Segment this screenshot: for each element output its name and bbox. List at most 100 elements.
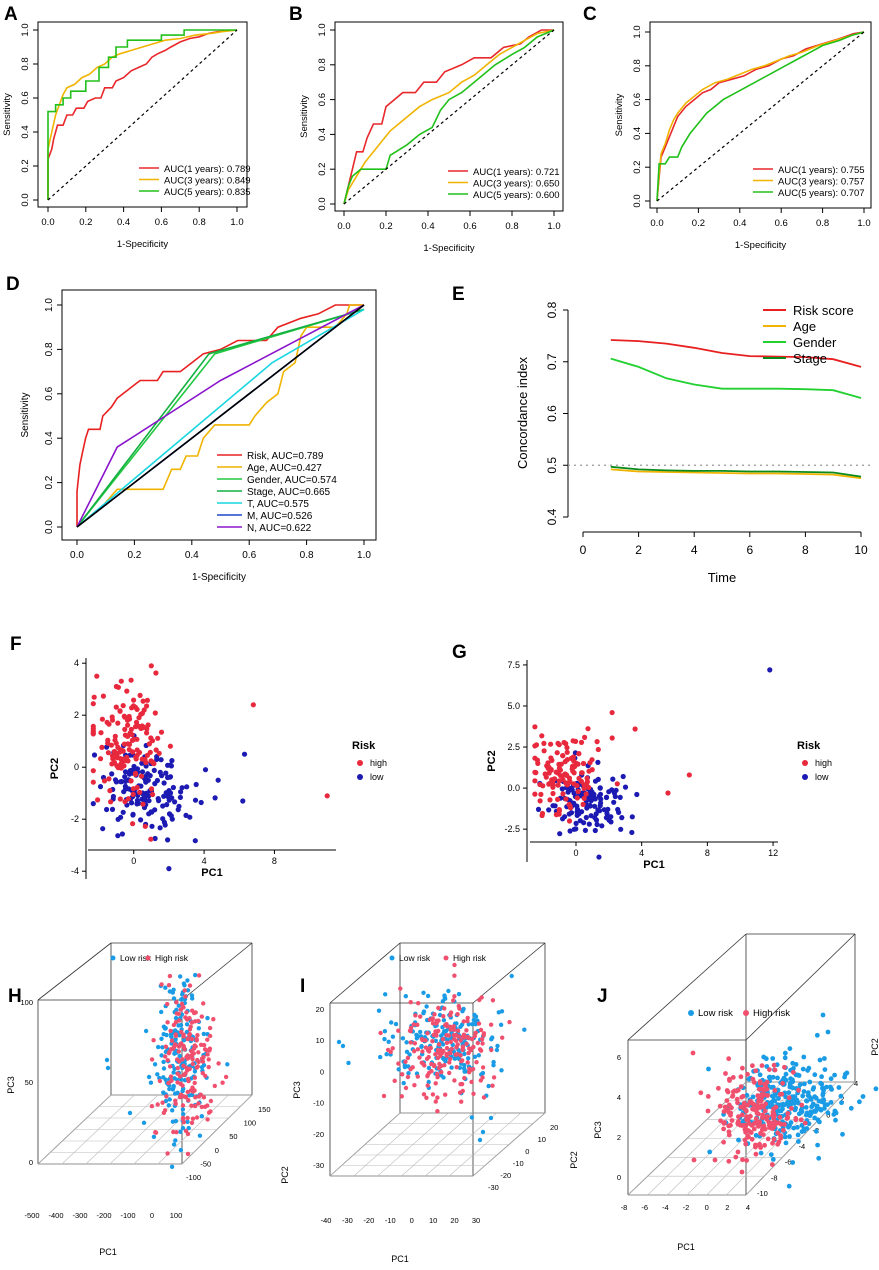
point-high-risk [729, 1118, 735, 1123]
point-high-risk [206, 1110, 212, 1115]
x-tick-label: 4 [746, 1203, 750, 1212]
point-high-risk [726, 1109, 731, 1115]
point-low [573, 820, 579, 827]
point-low-risk [788, 1076, 793, 1082]
point-high [153, 670, 159, 676]
x-tick-label: 0.4 [185, 550, 199, 561]
point-low-risk [179, 997, 184, 1002]
point-low [142, 795, 148, 802]
point-high [563, 796, 569, 802]
point-low [130, 812, 136, 818]
point-high-risk [410, 1065, 415, 1070]
point-high [575, 761, 581, 767]
y-tick-label: 0 [525, 1147, 529, 1156]
point-low-risk [757, 1072, 763, 1078]
point-high-risk [168, 1074, 174, 1079]
point-low [178, 789, 184, 795]
point-high-risk [176, 1049, 181, 1054]
point-high-risk [207, 1025, 213, 1031]
point-high-risk [753, 1116, 759, 1122]
point-high-risk [739, 1112, 745, 1118]
point-high [90, 726, 96, 732]
point-high-risk [163, 1044, 169, 1049]
point-high-risk [151, 1038, 156, 1043]
point-low-risk [805, 1090, 811, 1095]
x-axis-label: PC1 [643, 859, 664, 871]
z-axis-label: PC3 [593, 1121, 603, 1139]
point-high-risk [415, 1022, 420, 1027]
x-tick-label: 0 [705, 1203, 709, 1212]
y-tick-label: -20 [500, 1171, 511, 1180]
point-high-risk [173, 1033, 179, 1039]
point-low-risk [440, 999, 446, 1004]
point-high-risk [444, 1040, 450, 1046]
point-high-risk [435, 1055, 441, 1061]
point-low-risk [495, 1043, 500, 1049]
point-high [144, 697, 150, 703]
point-low-risk [456, 991, 462, 997]
point-high [566, 801, 572, 808]
point-high-risk [442, 1063, 447, 1068]
point-high-risk [408, 1000, 413, 1005]
y-tick-label: -4 [71, 866, 79, 876]
y-tick-label: 4 [854, 1079, 858, 1088]
point-high [111, 759, 117, 766]
point-high-risk [153, 1130, 159, 1135]
point-low-risk [787, 1134, 792, 1139]
point-low-risk [828, 1100, 834, 1105]
point-low-risk [824, 1084, 829, 1090]
point-low-risk [819, 1074, 824, 1080]
point-high [568, 755, 575, 762]
legend-label: AUC(3 years): 0.757 [778, 177, 865, 188]
point-high [130, 791, 136, 798]
point-low [601, 807, 607, 813]
cube-edge [37, 942, 112, 1001]
point-low-risk [390, 1034, 396, 1039]
point-high-risk [415, 1074, 420, 1079]
point-high-risk [435, 1095, 440, 1100]
point-low-risk [403, 994, 408, 999]
point-high-risk [160, 1100, 165, 1105]
point-high-risk [415, 1047, 421, 1052]
point-low-risk [786, 1183, 792, 1189]
point-high-risk [761, 1123, 767, 1129]
y-tick-label: -2 [71, 814, 79, 824]
point-high-risk [171, 1129, 176, 1135]
point-low-risk [440, 1042, 446, 1047]
point-high-risk [191, 1046, 197, 1051]
x-tick-label: -200 [96, 1211, 111, 1220]
point-high-risk [465, 1060, 470, 1065]
point-low-risk [197, 1133, 203, 1138]
legend-label: AUC(5 years): 0.600 [473, 190, 560, 201]
y-tick-label: 0.8 [632, 59, 643, 72]
point-high [555, 796, 561, 803]
point-low [588, 798, 594, 804]
point-low-risk [184, 1022, 190, 1027]
point-high-risk [166, 1080, 171, 1086]
legend-dot-high-risk [443, 955, 449, 961]
point-low [104, 744, 110, 750]
point-high-risk [454, 1045, 459, 1050]
point-high-risk [790, 1069, 796, 1075]
x-tick-label: 12 [768, 848, 778, 858]
point-high-risk [436, 1005, 441, 1011]
point-high-risk [725, 1089, 731, 1095]
point-low [629, 814, 635, 820]
y-tick-label: 20 [550, 1123, 558, 1132]
panel-label-h: H [8, 986, 22, 1007]
point-high [128, 677, 134, 683]
x-tick-label: 2 [725, 1203, 729, 1212]
point-high-risk [187, 983, 193, 988]
point-low-risk [156, 1044, 161, 1050]
point-high-risk [205, 1117, 210, 1122]
point-high-risk [206, 1064, 211, 1070]
point-high-risk [771, 1136, 777, 1142]
point-high-risk [189, 1120, 195, 1126]
point-low-risk [463, 1069, 469, 1074]
point-high-risk [782, 1064, 787, 1070]
point-low [240, 798, 246, 804]
point-high-risk [454, 1065, 459, 1070]
point-low-risk [193, 972, 198, 978]
point-high-risk [458, 1038, 463, 1043]
point-low-risk [795, 1132, 801, 1138]
